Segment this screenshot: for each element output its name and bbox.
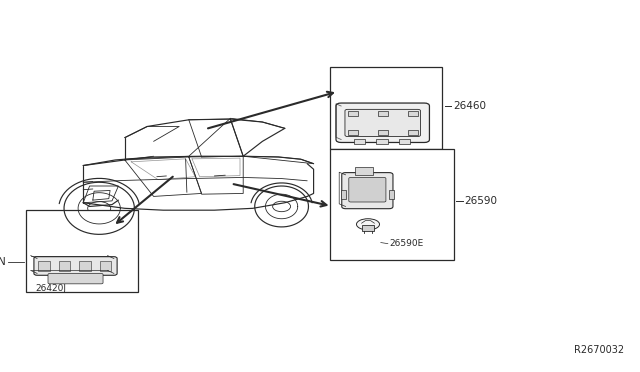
Text: 26420J: 26420J	[35, 284, 66, 293]
Bar	[355, 167, 373, 175]
Bar	[79, 261, 91, 271]
Text: R2670032: R2670032	[574, 345, 624, 355]
Bar	[38, 261, 50, 271]
Bar	[354, 139, 365, 144]
Bar	[376, 139, 388, 144]
Text: 26590E: 26590E	[389, 239, 424, 248]
Ellipse shape	[356, 219, 380, 230]
Bar	[399, 139, 410, 144]
Bar	[408, 130, 418, 135]
Bar	[330, 149, 454, 260]
FancyBboxPatch shape	[336, 103, 429, 142]
Text: 26590: 26590	[465, 196, 498, 206]
Bar	[348, 130, 358, 135]
Bar	[378, 111, 388, 116]
Bar	[378, 130, 388, 135]
Bar	[330, 67, 442, 149]
FancyBboxPatch shape	[349, 177, 386, 202]
Text: 26420N: 26420N	[0, 257, 6, 267]
Bar	[341, 190, 346, 199]
Text: 26460: 26460	[453, 101, 486, 111]
Bar	[26, 210, 138, 292]
Bar	[362, 225, 374, 231]
Bar	[100, 261, 111, 271]
FancyBboxPatch shape	[342, 173, 393, 209]
FancyBboxPatch shape	[345, 109, 420, 137]
Bar	[59, 261, 70, 271]
Bar	[348, 111, 358, 116]
Bar	[408, 111, 418, 116]
Bar	[389, 190, 394, 199]
FancyBboxPatch shape	[34, 257, 117, 275]
FancyBboxPatch shape	[48, 273, 103, 284]
